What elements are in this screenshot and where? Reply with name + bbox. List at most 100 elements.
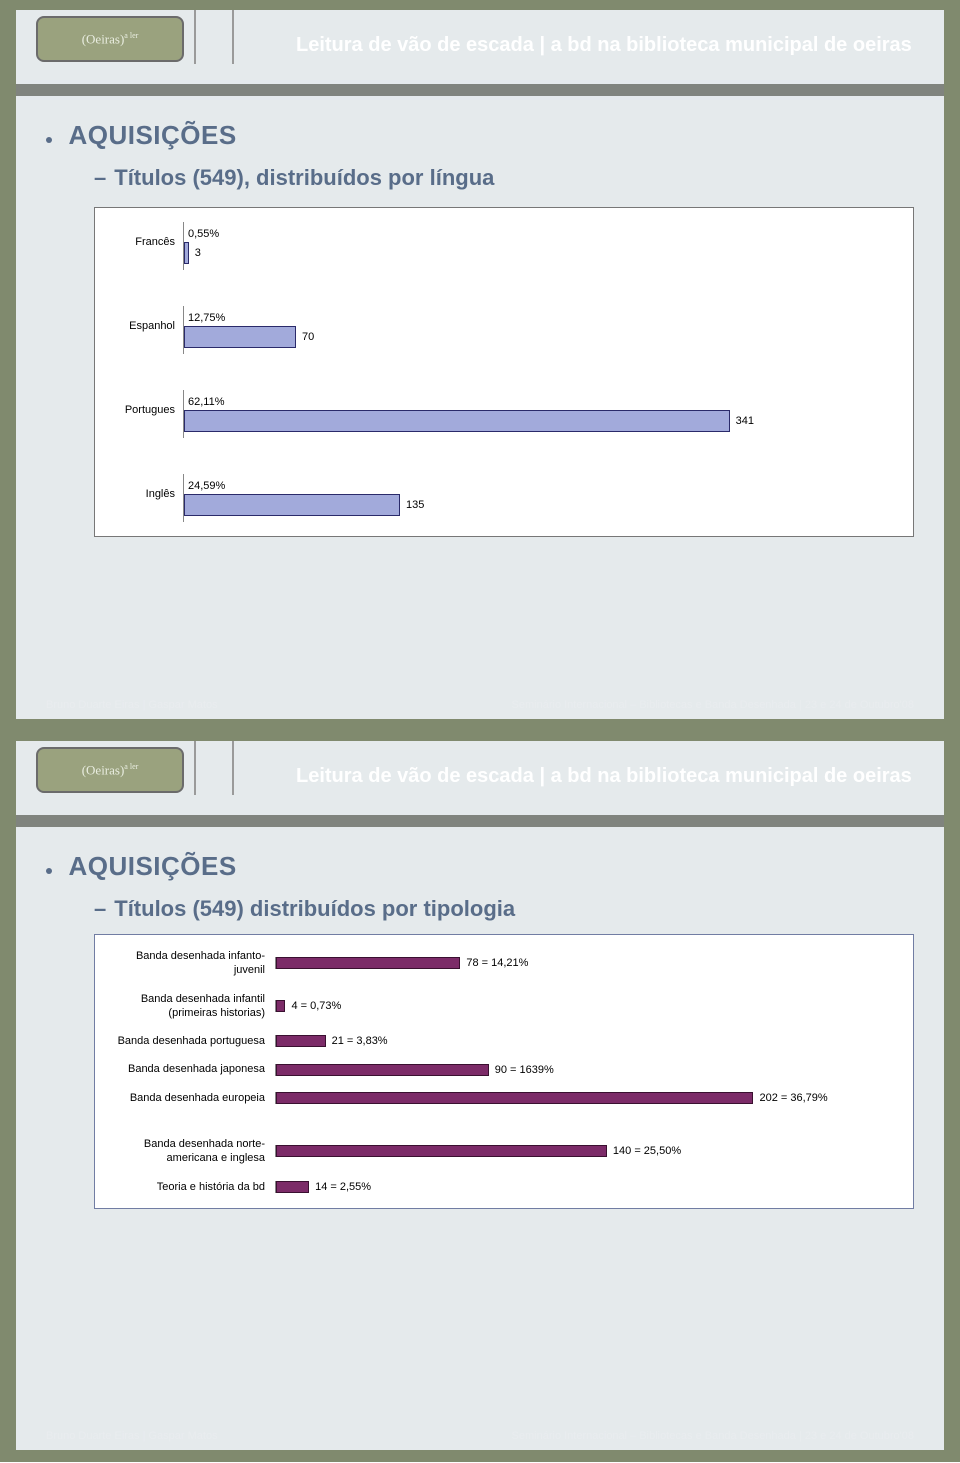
- chart-value-label: 4 = 0,73%: [291, 1000, 341, 1012]
- header: (Oeiras)a ler Leitura de vão de escada |…: [16, 10, 944, 70]
- bullet-icon: [46, 137, 52, 143]
- section-row: AQUISIÇÕES: [46, 851, 914, 882]
- chart-bar: [276, 1035, 326, 1047]
- chart-row: Banda desenhada japonesa 90 = 1639%: [105, 1062, 895, 1076]
- chart-bar-col: 12,75% 70: [183, 306, 895, 354]
- chart-bar-wrap: 3: [184, 242, 895, 264]
- chart-category-label: Banda desenhada japonesa: [105, 1062, 275, 1076]
- slide-body: (Oeiras)a ler Leitura de vão de escada |…: [16, 10, 944, 719]
- slide-2: (Oeiras)a ler Leitura de vão de escada |…: [0, 731, 960, 1462]
- chart-category-label: Banda desenhada norte-americana e ingles…: [105, 1137, 275, 1166]
- chart-category-label: Teoria e história da bd: [105, 1180, 275, 1194]
- chart-bar-wrap: 70: [184, 326, 895, 348]
- chart-bar-col: 24,59% 135: [183, 474, 895, 522]
- footer-left: Bruno Duarte Eiras | Gaspar Matos: [46, 699, 218, 711]
- slide-body: (Oeiras)a ler Leitura de vão de escada |…: [16, 741, 944, 1450]
- chart-bar: [276, 1064, 489, 1076]
- chart-value-label: 3: [195, 247, 201, 259]
- chart-category-label: Portugues: [105, 390, 183, 416]
- chart-bar-col: 202 = 36,79%: [275, 1092, 895, 1104]
- content: AQUISIÇÕES –Títulos (549), distribuídos …: [46, 120, 914, 679]
- chart-bar-wrap: 135: [184, 494, 895, 516]
- logo-divider: [194, 741, 234, 795]
- chart-bar: [184, 242, 189, 264]
- dash-icon: –: [94, 896, 106, 921]
- section-row: AQUISIÇÕES: [46, 120, 914, 151]
- section-title: AQUISIÇÕES: [68, 120, 236, 150]
- chart-bar-col: 14 = 2,55%: [275, 1181, 895, 1193]
- chart-bar: [276, 1145, 607, 1157]
- chart-category-label: Banda desenhada infantil (primeiras hist…: [105, 992, 275, 1021]
- content: AQUISIÇÕES –Títulos (549) distribuídos p…: [46, 851, 914, 1410]
- chart-category-label: Banda desenhada portuguesa: [105, 1034, 275, 1048]
- slide-title: Leitura de vão de escada | a bd na bibli…: [296, 34, 924, 57]
- chart-value-label: 135: [406, 499, 424, 511]
- section-title: AQUISIÇÕES: [68, 851, 236, 881]
- chart-row: Espanhol 12,75% 70: [105, 306, 895, 354]
- slide-1: (Oeiras)a ler Leitura de vão de escada |…: [0, 0, 960, 731]
- chart-bar: [184, 410, 730, 432]
- chart-row: Banda desenhada norte-americana e ingles…: [105, 1137, 895, 1166]
- chart-percent-label: 12,75%: [188, 312, 895, 324]
- chart-value-label: 21 = 3,83%: [332, 1035, 388, 1047]
- chart-category-label: Banda desenhada europeia: [105, 1091, 275, 1105]
- chart-tipologia: Banda desenhada infanto-juvenil 78 = 14,2…: [94, 934, 914, 1209]
- chart-percent-label: 0,55%: [188, 228, 895, 240]
- chart-category-label: Espanhol: [105, 306, 183, 332]
- dash-icon: –: [94, 165, 106, 190]
- logo: (Oeiras)a ler: [36, 747, 184, 793]
- chart-value-label: 14 = 2,55%: [315, 1181, 371, 1193]
- chart-percent-label: 24,59%: [188, 480, 895, 492]
- chart-bar-wrap: 341: [184, 410, 895, 432]
- chart-row: Francês 0,55% 3: [105, 222, 895, 270]
- chart-value-label: 90 = 1639%: [495, 1064, 554, 1076]
- chart-category-label: Inglês: [105, 474, 183, 500]
- chart-row: Banda desenhada portuguesa 21 = 3,83%: [105, 1034, 895, 1048]
- logo: (Oeiras)a ler: [36, 16, 184, 62]
- chart-bar-col: 0,55% 3: [183, 222, 895, 270]
- chart-bar: [276, 1181, 309, 1193]
- bullet-icon: [46, 868, 52, 874]
- chart-bar-col: 90 = 1639%: [275, 1064, 895, 1076]
- logo-divider: [194, 10, 234, 64]
- chart-row: Banda desenhada europeia 202 = 36,79%: [105, 1091, 895, 1105]
- chart-percent-label: 62,11%: [188, 396, 895, 408]
- chart-category-label: Francês: [105, 222, 183, 248]
- chart-value-label: 70: [302, 331, 314, 343]
- chart-row: Teoria e história da bd 14 = 2,55%: [105, 1180, 895, 1194]
- chart-category-label: Banda desenhada infanto-juvenil: [105, 949, 275, 978]
- chart-bar-col: 140 = 25,50%: [275, 1145, 895, 1157]
- logo-text: (Oeiras)a ler: [82, 31, 139, 47]
- subtitle: –Títulos (549), distribuídos por língua: [94, 165, 914, 191]
- chart-row: Banda desenhada infantil (primeiras hist…: [105, 992, 895, 1021]
- footer: Bruno Duarte Eiras | Gaspar Matos Seminá…: [46, 1430, 914, 1442]
- accent-bar: [16, 815, 944, 827]
- chart-lingua: Francês0,55%3Espanhol12,75%70Portugues62…: [94, 207, 914, 537]
- chart-value-label: 202 = 36,79%: [759, 1092, 827, 1104]
- chart-gap: [105, 1119, 895, 1137]
- chart-row: Banda desenhada infanto-juvenil 78 = 14,2…: [105, 949, 895, 978]
- logo-text: (Oeiras)a ler: [82, 762, 139, 778]
- chart-value-label: 140 = 25,50%: [613, 1145, 681, 1157]
- chart-bar: [184, 494, 400, 516]
- chart-bar-col: 62,11% 341: [183, 390, 895, 438]
- chart-value-label: 341: [736, 415, 754, 427]
- chart-bar: [276, 1000, 285, 1012]
- accent-bar: [16, 84, 944, 96]
- chart-row: Portugues 62,11% 341: [105, 390, 895, 438]
- chart-bar-col: 4 = 0,73%: [275, 1000, 895, 1012]
- chart-value-label: 78 = 14,21%: [466, 957, 528, 969]
- footer: Bruno Duarte Eiras | Gaspar Matos Seminá…: [46, 699, 914, 711]
- footer-right: Seminário Internacional – Bibliotecas e …: [512, 699, 914, 711]
- chart-bar: [276, 1092, 753, 1104]
- footer-left: Bruno Duarte Eiras | Gaspar Matos: [46, 1430, 218, 1442]
- slide-title: Leitura de vão de escada | a bd na bibli…: [296, 765, 924, 788]
- chart-bar-col: 21 = 3,83%: [275, 1035, 895, 1047]
- header: (Oeiras)a ler Leitura de vão de escada |…: [16, 741, 944, 801]
- subtitle: –Títulos (549) distribuídos por tipologi…: [94, 896, 914, 922]
- chart-bar: [276, 957, 460, 969]
- chart-bar: [184, 326, 296, 348]
- footer-right: Seminário Internacional – Bibliotecas e …: [512, 1430, 914, 1442]
- chart-row: Inglês 24,59% 135: [105, 474, 895, 522]
- chart-bar-col: 78 = 14,21%: [275, 957, 895, 969]
